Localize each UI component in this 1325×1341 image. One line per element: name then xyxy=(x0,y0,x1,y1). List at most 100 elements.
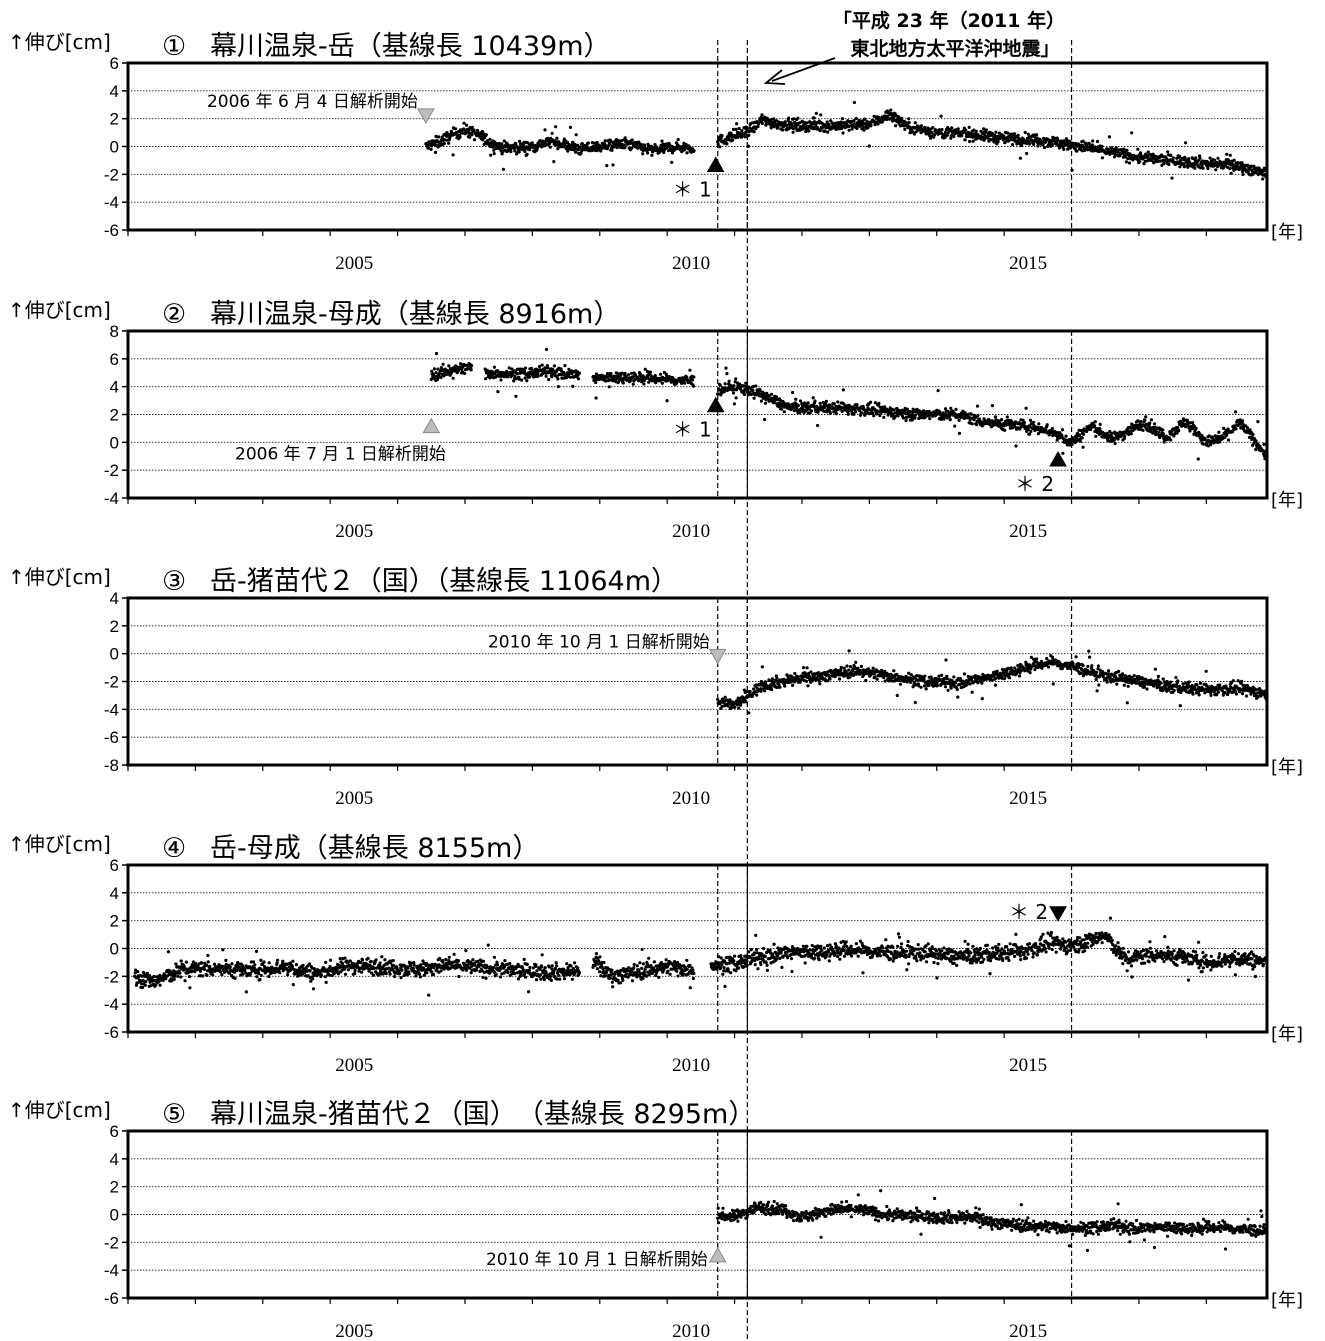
data-point xyxy=(720,134,724,138)
data-point xyxy=(1262,442,1266,446)
data-point xyxy=(645,149,649,153)
data-point xyxy=(1241,172,1245,177)
data-point xyxy=(995,669,999,674)
data-point xyxy=(854,660,858,665)
data-point xyxy=(855,126,859,131)
data-point xyxy=(1176,679,1180,683)
data-point xyxy=(547,142,552,146)
data-point xyxy=(527,375,532,379)
data-point xyxy=(1251,432,1255,436)
data-point xyxy=(1184,141,1188,145)
data-point xyxy=(948,418,952,422)
data-point xyxy=(1165,157,1169,161)
data-point xyxy=(459,362,463,366)
data-point xyxy=(823,129,827,133)
data-point xyxy=(612,374,616,378)
data-point xyxy=(623,146,627,150)
data-point xyxy=(1081,139,1085,143)
data-point xyxy=(869,400,873,404)
data-point xyxy=(1003,140,1007,145)
data-point xyxy=(1182,165,1186,169)
data-point xyxy=(825,120,829,124)
data-point xyxy=(894,124,898,128)
data-point xyxy=(996,140,1000,144)
data-point xyxy=(793,121,797,125)
data-point xyxy=(623,371,627,376)
data-point xyxy=(1045,423,1049,427)
data-point xyxy=(980,697,984,701)
data-point xyxy=(783,120,787,124)
data-point xyxy=(1056,138,1060,142)
data-point xyxy=(787,116,791,120)
data-point xyxy=(1175,685,1179,689)
data-point xyxy=(847,668,851,672)
data-point xyxy=(548,145,552,149)
data-point xyxy=(520,378,524,382)
x-tick-label: 2005 xyxy=(335,788,373,809)
data-point xyxy=(525,152,529,156)
data-point xyxy=(1193,166,1197,170)
data-point xyxy=(755,693,759,697)
y-tick-label: 0 xyxy=(110,433,119,452)
data-point xyxy=(468,135,472,139)
data-point xyxy=(852,100,857,105)
data-point xyxy=(970,690,974,694)
data-point xyxy=(734,377,738,381)
data-point xyxy=(685,151,689,155)
data-point xyxy=(1222,426,1226,430)
data-point xyxy=(1194,156,1198,160)
data-point xyxy=(824,399,829,403)
data-point xyxy=(945,677,949,681)
data-point xyxy=(1181,682,1185,686)
plot-frame xyxy=(126,329,1269,500)
data-point xyxy=(655,145,659,149)
analysis-start-label: 2006 年 6 月 4 日解析開始 xyxy=(207,92,418,112)
data-point xyxy=(690,378,695,382)
data-point xyxy=(1053,136,1057,140)
data-point xyxy=(691,384,696,388)
data-point xyxy=(1060,428,1065,432)
data-point xyxy=(1261,177,1265,181)
data-point xyxy=(550,131,554,135)
data-point xyxy=(1191,421,1195,425)
data-point xyxy=(530,141,534,145)
data-point xyxy=(806,401,810,405)
data-point xyxy=(1217,430,1221,434)
x-tick-label: 2015 xyxy=(1009,253,1047,274)
data-point xyxy=(928,417,932,421)
data-point xyxy=(1062,139,1066,143)
data-point xyxy=(836,400,840,404)
data-point xyxy=(1177,429,1181,433)
data-point xyxy=(791,390,795,395)
data-point xyxy=(1025,151,1029,156)
data-point xyxy=(609,372,613,376)
data-point xyxy=(1002,135,1006,139)
data-point xyxy=(796,403,800,408)
data-point xyxy=(437,135,441,139)
data-point xyxy=(1130,131,1134,135)
data-point xyxy=(752,687,756,691)
y-axis-label: ↑伸び[cm] xyxy=(8,30,111,54)
data-point xyxy=(900,116,904,120)
data-point xyxy=(1078,439,1082,443)
data-point xyxy=(1191,692,1195,696)
data-point xyxy=(1216,690,1220,694)
data-point xyxy=(1000,418,1004,422)
data-point xyxy=(960,134,964,138)
data-point xyxy=(737,706,741,710)
data-point xyxy=(727,387,732,391)
data-point xyxy=(523,366,528,370)
data-point xyxy=(812,116,816,120)
data-point xyxy=(956,695,960,699)
data-point xyxy=(692,375,696,379)
data-point xyxy=(499,378,503,382)
data-point xyxy=(1183,156,1187,160)
data-point xyxy=(569,375,573,379)
data-point xyxy=(576,377,581,381)
data-point xyxy=(1007,676,1012,680)
data-point xyxy=(438,144,442,148)
data-point xyxy=(1094,434,1098,438)
data-point xyxy=(913,413,917,417)
data-point xyxy=(818,129,822,133)
data-point xyxy=(716,142,720,146)
